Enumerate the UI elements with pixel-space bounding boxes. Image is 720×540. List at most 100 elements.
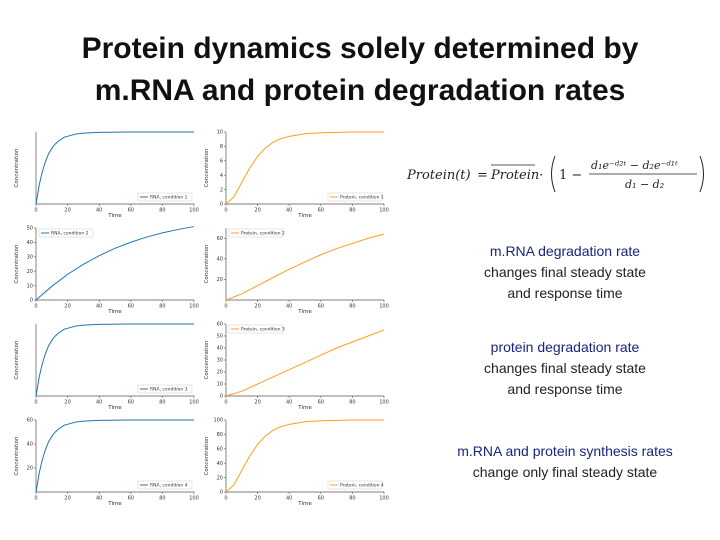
x-tick-label: 100	[379, 400, 389, 406]
y-tick-label: 40	[217, 346, 223, 352]
x-tick-label: 80	[349, 304, 355, 310]
x-tick-label: 40	[286, 496, 292, 502]
y-tick-label: 20	[27, 269, 33, 275]
x-tick-label: 80	[349, 496, 355, 502]
time-course-plot: 0 20 40 60 80 100 20 40 60 Time Concentration Prote…	[200, 222, 390, 315]
y-tick-label: 0	[30, 298, 33, 304]
x-tick-label: 100	[379, 304, 389, 310]
x-tick-label: 20	[254, 208, 260, 214]
x-axis-label: Time	[297, 309, 312, 315]
y-axis-label: Concentration	[14, 436, 20, 475]
y-tick-label: 80	[217, 432, 223, 438]
x-tick-label: 0	[224, 208, 227, 214]
x-tick-label: 40	[286, 400, 292, 406]
x-axis-label: Time	[107, 309, 122, 315]
x-tick-label: 80	[349, 208, 355, 214]
legend-label: RNA, condition 2	[51, 231, 89, 237]
legend: Protein, condition 4	[327, 480, 384, 490]
y-tick-label: 20	[217, 277, 223, 283]
x-tick-label: 20	[254, 304, 260, 310]
legend-label: Protein, condition 4	[340, 483, 384, 489]
y-tick-label: 20	[27, 466, 33, 472]
formula-left-paren	[551, 155, 556, 193]
time-course-plot: 0 20 40 60 80 100 20 40 60 Time Concentration RNA, …	[10, 414, 200, 507]
legend-label: Protein, condition 1	[340, 195, 384, 201]
y-tick-label: 20	[217, 370, 223, 376]
note-line: changes final steady state	[484, 360, 646, 376]
note-heading: m.RNA and protein synthesis rates	[457, 443, 673, 459]
y-tick-label: 40	[27, 240, 33, 246]
series-line	[225, 419, 384, 493]
x-tick-label: 60	[128, 304, 134, 310]
x-tick-label: 100	[189, 496, 199, 502]
x-axis-label: Time	[297, 405, 312, 411]
x-tick-label: 100	[379, 496, 389, 502]
plot-svg: 0 20 40 60 80 100 20 40 60 Time Concentration RNA, …	[14, 418, 199, 507]
time-course-plot: 0 20 40 60 80 100 0 20 40 60 80 100 Time Concentratio…	[200, 414, 390, 507]
legend: RNA, condition 4	[137, 480, 193, 490]
y-tick-label: 10	[217, 382, 223, 388]
y-tick-label: 20	[217, 475, 223, 481]
x-axis-label: Time	[107, 501, 122, 507]
x-tick-label: 0	[224, 496, 227, 502]
x-tick-label: 100	[189, 400, 199, 406]
legend: RNA, condition 2	[38, 228, 94, 238]
x-tick-label: 60	[318, 208, 324, 214]
x-axis-label: Time	[107, 213, 122, 219]
x-tick-label: 40	[96, 496, 102, 502]
x-tick-label: 40	[96, 400, 102, 406]
plot-svg: 0 20 40 60 80 100 0 20 40 60 80 100 Time Concentratio…	[204, 418, 389, 507]
plot-svg: 0 20 40 60 80 100 20 40 60 Time Concentration Prote…	[204, 228, 389, 315]
series-line	[35, 323, 194, 397]
title-line-2: m.RNA and protein degradation rates	[94, 74, 626, 107]
series-line	[35, 131, 194, 205]
protein-formula: Protein(t) = Protein · 1 − d₁e⁻ᵈ²ᵗ − d₂e…	[406, 155, 704, 193]
note-mrna-degradation: m.RNA degradation rate changes final ste…	[430, 241, 700, 304]
series-line	[35, 226, 195, 301]
y-axis-label: Concentration	[14, 340, 20, 379]
y-tick-label: 10	[27, 283, 33, 289]
x-tick-label: 60	[318, 496, 324, 502]
note-line: changes final steady state	[484, 264, 646, 280]
plot-svg: 0 20 40 60 80 100 0 10 20 30 40 50 60 Time Concentrati…	[204, 322, 389, 411]
plot-svg: 0 20 40 60 80 100 0 10 20 30 40 50 Time Concentration…	[14, 226, 199, 315]
y-tick-label: 60	[217, 236, 223, 242]
y-tick-label: 6	[220, 159, 223, 165]
x-tick-label: 0	[34, 304, 37, 310]
legend: RNA, condition 3	[137, 384, 193, 394]
formula-numerator: d₁e⁻ᵈ²ᵗ − d₂e⁻ᵈ¹ᵗ	[591, 159, 678, 172]
legend-label: RNA, condition 3	[150, 387, 188, 393]
y-tick-label: 60	[27, 418, 33, 424]
y-tick-label: 10	[217, 130, 223, 136]
x-tick-label: 20	[64, 208, 70, 214]
y-tick-label: 0	[220, 490, 223, 496]
x-tick-label: 0	[34, 400, 37, 406]
y-tick-label: 50	[217, 334, 223, 340]
x-axis-label: Time	[297, 501, 312, 507]
y-tick-label: 100	[213, 418, 223, 424]
slide-title: Protein dynamics solely determined by m.…	[0, 28, 720, 112]
x-tick-label: 80	[159, 400, 165, 406]
plot-svg: 0 20 40 60 80 100 Time Concentration RNA, condit…	[14, 131, 199, 219]
axis-frame	[225, 324, 384, 397]
x-tick-label: 40	[286, 304, 292, 310]
x-tick-label: 20	[254, 400, 260, 406]
formula-dot: ·	[539, 168, 543, 183]
note-protein-degradation: protein degradation rate changes final s…	[430, 337, 700, 400]
x-tick-label: 20	[254, 496, 260, 502]
y-axis-label: Concentration	[204, 244, 210, 283]
x-tick-label: 0	[34, 208, 37, 214]
time-course-plot: 0 20 40 60 80 100 0 10 20 30 40 50 60 Time Concentrati…	[200, 318, 390, 411]
x-tick-label: 0	[34, 496, 37, 502]
y-axis-label: Concentration	[14, 148, 20, 187]
y-tick-label: 8	[220, 144, 223, 150]
x-tick-label: 100	[189, 304, 199, 310]
x-tick-label: 40	[96, 208, 102, 214]
y-axis-label: Concentration	[204, 148, 210, 187]
x-tick-label: 60	[128, 496, 134, 502]
legend: Protein, condition 1	[327, 192, 384, 202]
legend-label: RNA, condition 1	[150, 195, 188, 201]
formula-equals: =	[477, 168, 488, 183]
y-axis-label: Concentration	[14, 244, 20, 283]
note-heading: protein degradation rate	[490, 339, 640, 355]
